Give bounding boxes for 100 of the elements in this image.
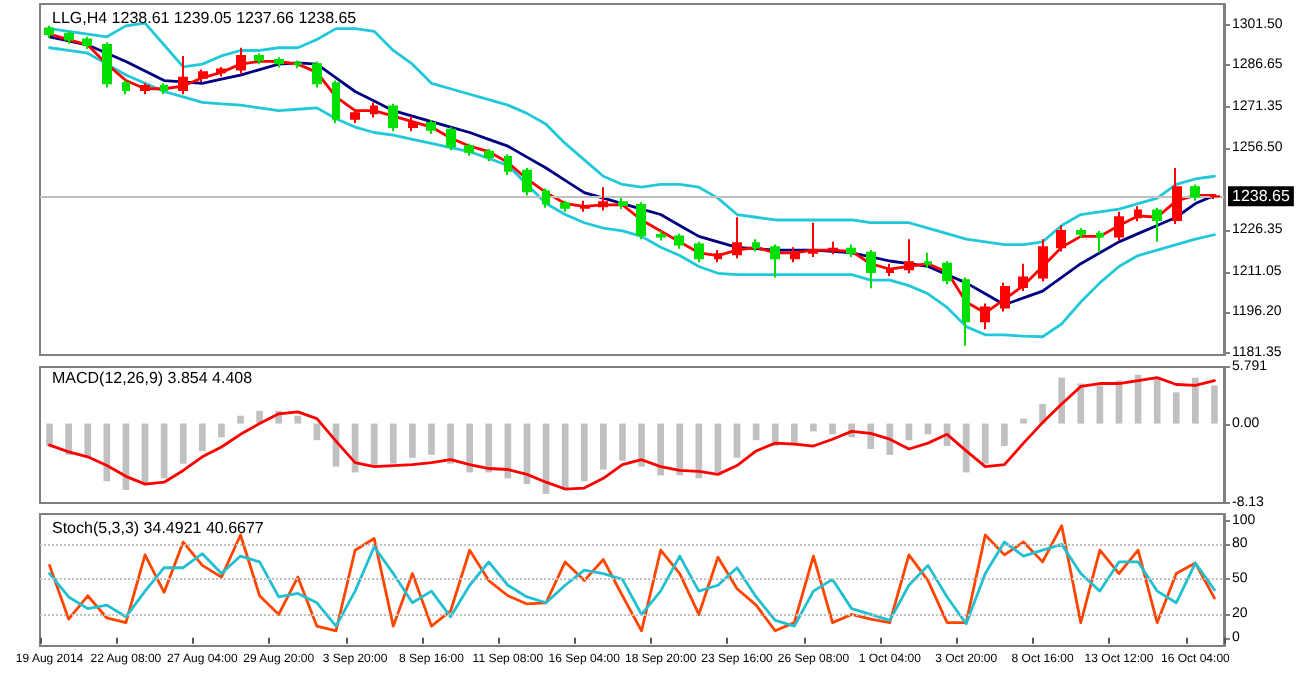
candlestick xyxy=(542,187,550,209)
bar xyxy=(790,423,798,444)
bar xyxy=(561,423,569,491)
bar xyxy=(1153,377,1161,424)
bar xyxy=(485,423,493,473)
chart-title: MACD(12,26,9) 3.854 4.408 xyxy=(52,369,254,387)
candlestick xyxy=(274,56,284,69)
bar xyxy=(695,423,703,479)
line-series xyxy=(48,524,1216,633)
bar xyxy=(237,415,244,424)
candlestick xyxy=(504,153,512,176)
bar xyxy=(1096,385,1104,424)
bar xyxy=(619,423,626,461)
candlestick xyxy=(904,238,914,275)
candlestick xyxy=(618,197,628,211)
bar xyxy=(84,423,92,458)
bar xyxy=(1192,377,1199,424)
candlestick xyxy=(962,276,970,347)
candlestick xyxy=(866,249,876,290)
candlestick xyxy=(464,142,474,157)
candlestick xyxy=(484,147,494,163)
candlestick xyxy=(942,260,952,286)
bar xyxy=(389,423,397,464)
candlestick xyxy=(828,240,838,256)
candlestick xyxy=(846,243,856,258)
line-series xyxy=(48,21,1216,246)
candlestick xyxy=(752,238,760,253)
bar xyxy=(466,423,474,473)
candlestick xyxy=(770,243,780,279)
bar xyxy=(179,423,187,464)
bar xyxy=(1211,385,1218,424)
bar xyxy=(829,423,836,435)
bar xyxy=(886,423,894,455)
candlestick xyxy=(560,199,570,213)
candlestick xyxy=(808,221,818,258)
candlestick xyxy=(350,109,360,124)
bar xyxy=(218,423,225,438)
candlestick xyxy=(64,30,74,45)
candlestick xyxy=(216,65,226,78)
candlestick xyxy=(198,68,208,83)
candlestick xyxy=(332,79,340,124)
candlestick xyxy=(122,79,130,96)
candlestick xyxy=(236,46,246,75)
bar xyxy=(962,423,970,473)
candlestick xyxy=(580,199,590,213)
candlestick xyxy=(1190,183,1200,202)
chart-title: LLG,H4 1238.61 1239.05 1237.66 1238.65 xyxy=(52,9,358,27)
candlestick xyxy=(1018,262,1028,293)
candlestick xyxy=(522,167,532,197)
candlestick xyxy=(714,249,722,264)
candlestick xyxy=(1038,238,1048,283)
bar xyxy=(657,423,664,476)
bar xyxy=(1001,423,1008,447)
bar xyxy=(638,423,645,467)
candlestick xyxy=(388,102,398,133)
chart-title: Stoch(5,3,3) 34.4921 40.6677 xyxy=(52,519,265,537)
candlestick xyxy=(886,262,894,278)
bar xyxy=(103,423,111,482)
candlestick xyxy=(1076,227,1086,239)
bar xyxy=(580,423,588,482)
bar xyxy=(676,423,684,476)
candlestick xyxy=(312,60,322,89)
candlestick xyxy=(178,54,188,96)
line-series xyxy=(48,540,1216,628)
bar xyxy=(46,423,53,447)
candlestick xyxy=(1114,210,1124,242)
ref-line-label: 1238.65 xyxy=(1232,187,1291,206)
candlestick xyxy=(924,251,932,269)
candlestick xyxy=(656,229,666,242)
candlestick xyxy=(140,82,150,96)
candlestick xyxy=(254,52,264,66)
bar xyxy=(810,423,817,432)
candlestick xyxy=(1096,229,1104,254)
candlestick xyxy=(446,126,456,152)
bar xyxy=(981,423,989,464)
candlestick xyxy=(732,216,742,260)
bar xyxy=(65,423,72,455)
bar xyxy=(409,423,416,458)
bar xyxy=(198,423,206,451)
bar xyxy=(370,423,378,467)
bar xyxy=(1058,377,1066,424)
candlestick xyxy=(1172,167,1182,226)
candlestick xyxy=(1056,224,1066,253)
candlestick xyxy=(370,101,378,119)
bar xyxy=(447,423,454,464)
candlestick xyxy=(160,82,168,96)
candlestick xyxy=(694,240,704,264)
bar xyxy=(600,423,607,470)
bar xyxy=(1020,418,1027,424)
candlestick xyxy=(44,24,54,40)
bar xyxy=(294,415,302,424)
candlestick xyxy=(426,119,436,135)
bar xyxy=(1077,383,1085,424)
candlestick xyxy=(294,59,302,70)
candlestick xyxy=(82,35,92,51)
bar xyxy=(428,423,435,455)
candlestick xyxy=(790,246,800,264)
candlestick xyxy=(598,186,608,212)
candlestick xyxy=(674,232,684,250)
bar xyxy=(1172,392,1180,424)
